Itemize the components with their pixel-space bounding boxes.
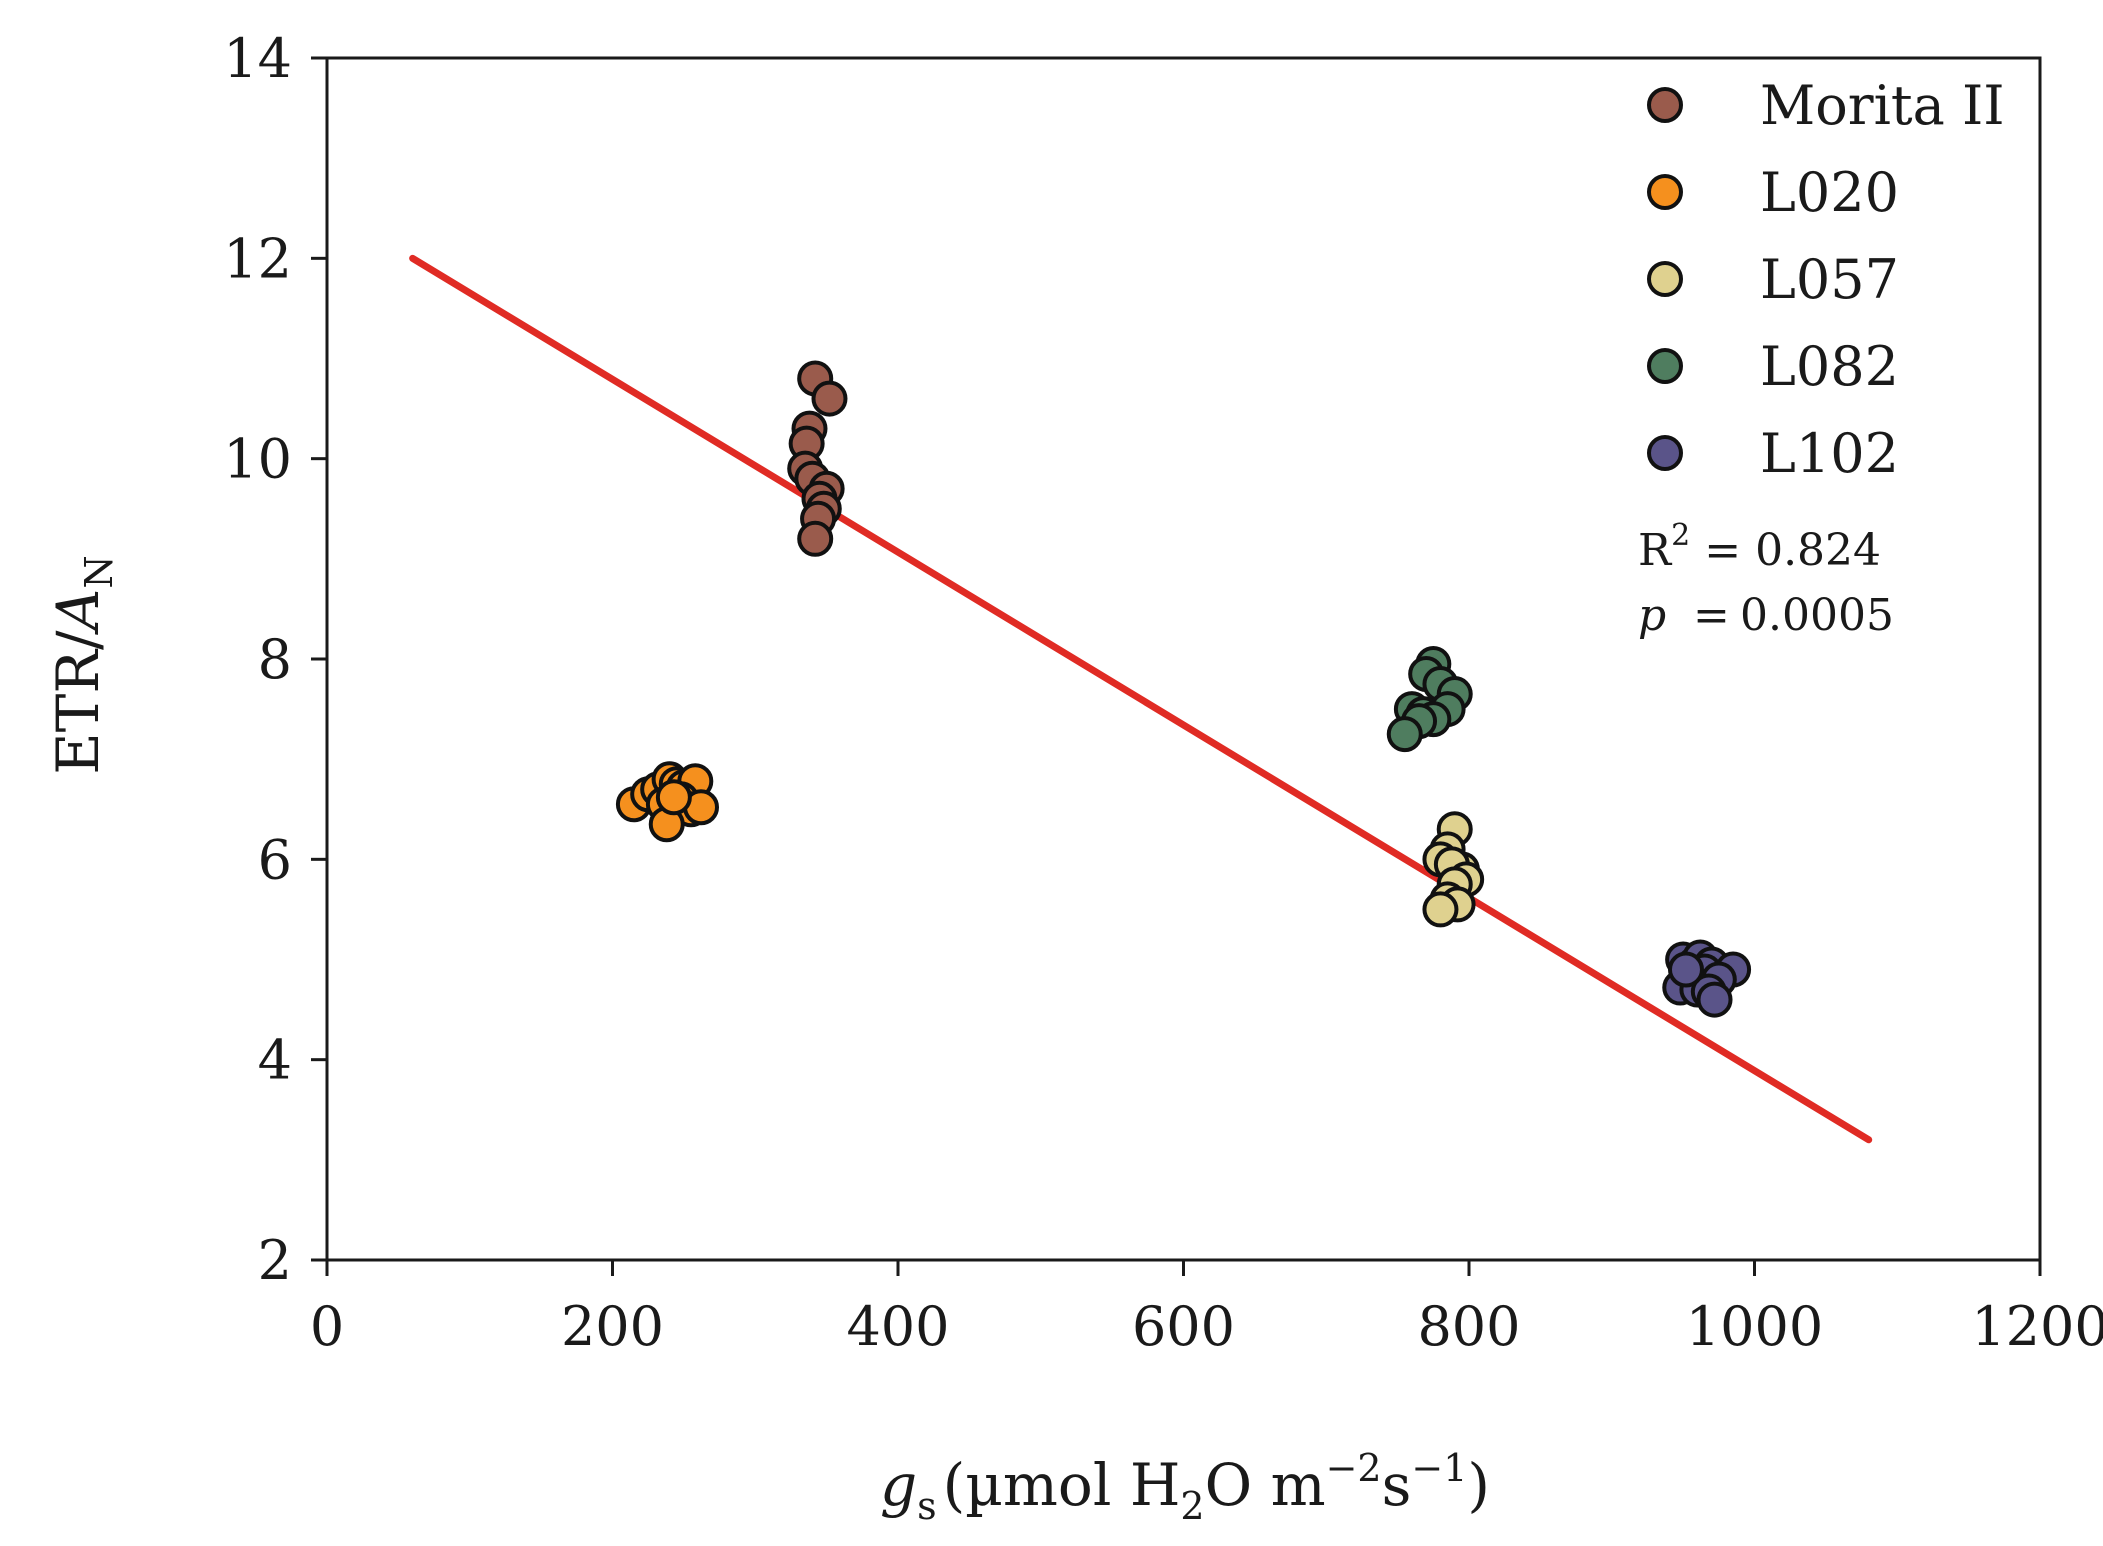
point-l082 bbox=[1386, 716, 1423, 753]
plot-area-border bbox=[325, 56, 2042, 1262]
point-l102 bbox=[1667, 951, 1704, 988]
x-tick-label: 800 bbox=[1417, 1295, 1520, 1358]
legend-marker-l102 bbox=[1647, 435, 1683, 471]
y-tick-label: 2 bbox=[258, 1229, 292, 1292]
legend-marker-l020 bbox=[1647, 174, 1683, 210]
y-tick-label: 6 bbox=[258, 828, 292, 891]
legend-label-l020: L020 bbox=[1760, 161, 1899, 224]
y-axis-ticks: 2 4 6 8 10 12 14 bbox=[223, 27, 327, 1292]
y-tick-label: 8 bbox=[258, 628, 292, 691]
x-tick-label: 600 bbox=[1132, 1295, 1235, 1358]
x-tick-label: 1000 bbox=[1686, 1295, 1823, 1358]
r-squared-annotation: R2 = 0.824 bbox=[1638, 518, 1881, 576]
legend-label-morita-ii: Morita II bbox=[1760, 74, 2005, 137]
y-axis-title: ETR/AN bbox=[44, 555, 121, 774]
p-value-annotation: p = 0.0005 bbox=[1638, 590, 1894, 641]
legend: Morita II L020 L057 L082 L102 bbox=[1647, 74, 2005, 485]
y-tick-label: 14 bbox=[223, 27, 292, 90]
x-axis-ticks: 0 200 400 600 800 1000 1200 bbox=[310, 1260, 2103, 1358]
legend-marker-morita-ii bbox=[1647, 87, 1683, 123]
regression-line bbox=[409, 254, 1873, 1144]
legend-marker-l082 bbox=[1647, 348, 1683, 384]
x-tick-label: 200 bbox=[561, 1295, 664, 1358]
point-l102 bbox=[1696, 981, 1733, 1018]
point-morita-ii bbox=[811, 380, 848, 417]
y-tick-label: 10 bbox=[223, 428, 292, 491]
x-tick-label: 1200 bbox=[1971, 1295, 2103, 1358]
x-axis-title: gs (µmol H2O m−2s−1) bbox=[880, 1446, 1490, 1528]
point-morita-ii bbox=[797, 520, 834, 557]
data-points bbox=[615, 360, 1752, 1018]
point-l020 bbox=[655, 779, 692, 816]
y-tick-label: 12 bbox=[223, 227, 292, 290]
legend-label-l057: L057 bbox=[1760, 248, 1899, 311]
y-tick-label: 4 bbox=[258, 1029, 292, 1092]
point-l057 bbox=[1422, 891, 1459, 928]
legend-label-l082: L082 bbox=[1760, 335, 1899, 398]
x-tick-label: 400 bbox=[846, 1295, 949, 1358]
plot-frame bbox=[325, 56, 2042, 1262]
trendline-group bbox=[409, 254, 1873, 1144]
legend-label-l102: L102 bbox=[1760, 422, 1899, 485]
legend-marker-l057 bbox=[1647, 261, 1683, 297]
x-tick-label: 0 bbox=[310, 1295, 344, 1358]
